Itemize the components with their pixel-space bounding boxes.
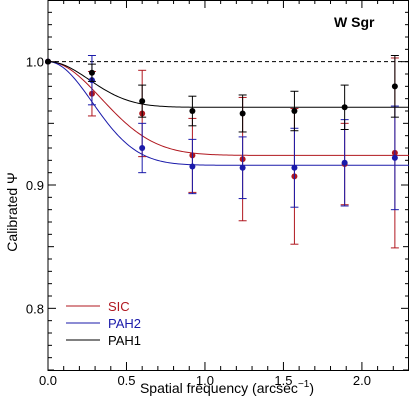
y-axis-label: Calibrated Ψ bbox=[4, 172, 20, 251]
x-axis-label-main: Spatial frequency (arcsec bbox=[140, 380, 298, 396]
x-tick-label: 0.5 bbox=[117, 373, 135, 388]
y-tick-label: 1.0 bbox=[26, 55, 44, 70]
data-point-pah2 bbox=[239, 164, 246, 171]
model-curve-pah1 bbox=[47, 61, 409, 108]
data-point-pah1 bbox=[45, 58, 51, 65]
legend: SIC PAH2 PAH1 bbox=[66, 299, 141, 348]
data-point-pah1 bbox=[189, 108, 196, 114]
x-tick-label: 1.5 bbox=[274, 373, 292, 388]
y-tick-label: 0.9 bbox=[26, 178, 44, 193]
legend-label-pah2: PAH2 bbox=[108, 316, 141, 331]
data-point-pah1 bbox=[139, 98, 146, 105]
y-tick-label: 0.8 bbox=[26, 301, 44, 316]
plot-frame bbox=[47, 0, 409, 371]
data-point-pah1 bbox=[341, 104, 348, 111]
data-point-pah2 bbox=[341, 159, 348, 166]
axes: 0.0 0.5 1.0 1.5 2.0 0.8 0.9 1.0 bbox=[26, 0, 409, 388]
x-axis-label-exponent: −1 bbox=[298, 379, 310, 390]
model-curve-pah2 bbox=[47, 61, 409, 166]
data-point-pah2 bbox=[189, 163, 196, 170]
chart-title: W Sgr bbox=[334, 14, 375, 30]
x-axis-label-close: ) bbox=[309, 380, 314, 396]
data-point-pah1 bbox=[291, 108, 298, 114]
x-tick-label: 0.0 bbox=[39, 373, 57, 388]
data-point-pah2 bbox=[391, 154, 398, 161]
data-point-pah2 bbox=[291, 164, 298, 171]
legend-label-pah1: PAH1 bbox=[108, 333, 141, 348]
data-point-pah2 bbox=[139, 145, 146, 151]
data-point-pah1 bbox=[391, 83, 398, 90]
x-axis-label: Spatial frequency (arcsec−1) bbox=[140, 379, 314, 396]
model-curve-sic bbox=[47, 61, 409, 156]
x-tick-label: 1.0 bbox=[196, 373, 214, 388]
x-tick-label: 2.0 bbox=[353, 373, 371, 388]
data-point-pah1 bbox=[239, 110, 246, 117]
series-layer bbox=[45, 55, 409, 249]
legend-label-sic: SIC bbox=[108, 299, 130, 314]
data-point-pah1 bbox=[88, 69, 95, 76]
